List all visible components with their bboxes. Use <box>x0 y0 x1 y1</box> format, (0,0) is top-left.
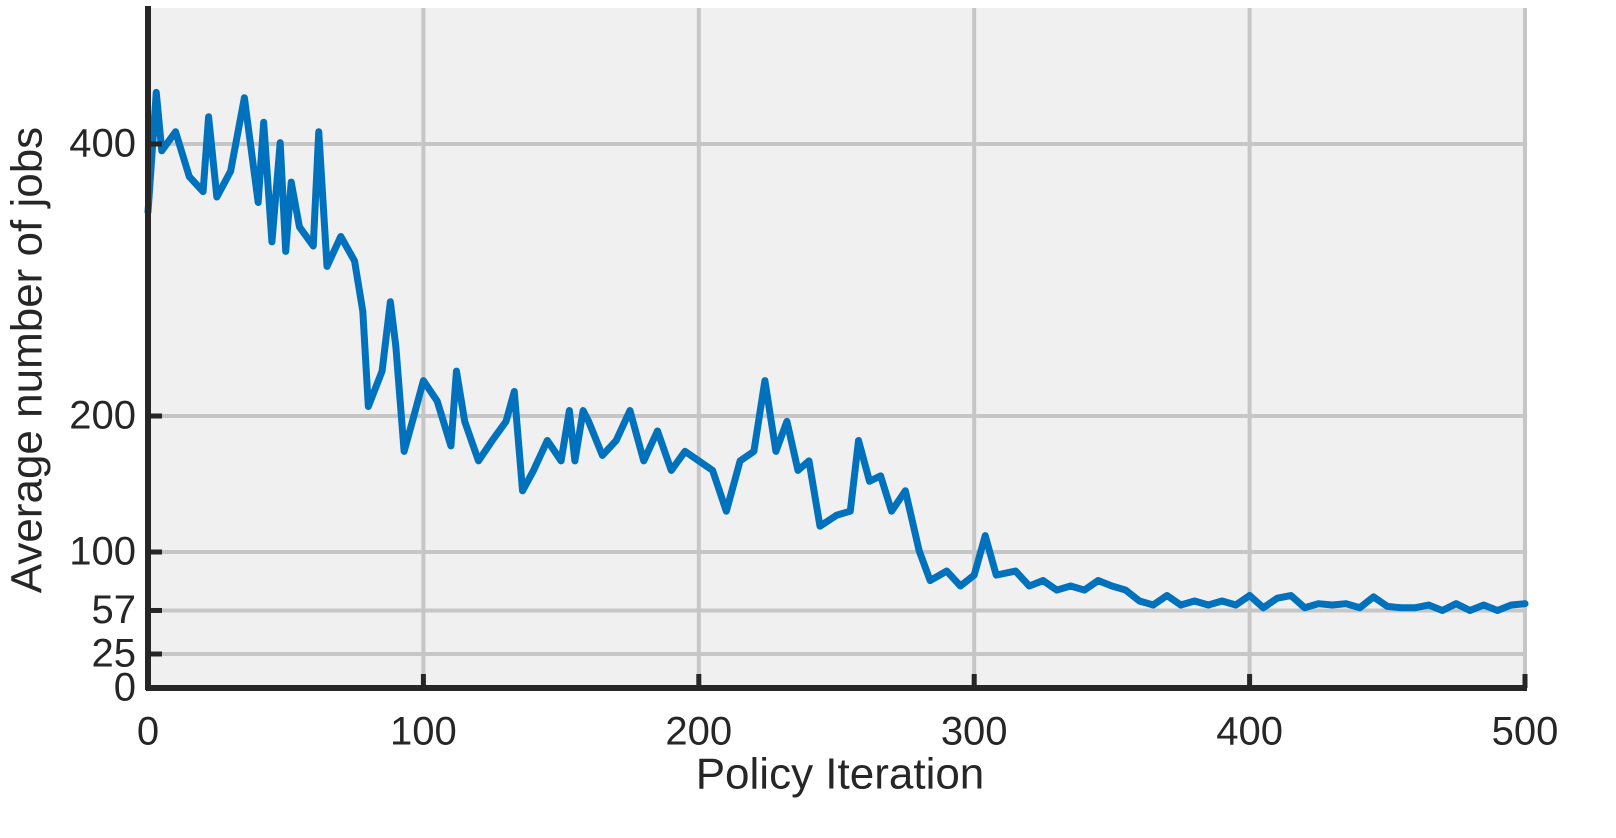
x-tick-label: 100 <box>390 710 457 754</box>
x-tick-label: 300 <box>941 710 1008 754</box>
y-tick-label: 0 <box>114 666 136 710</box>
x-tick-label: 200 <box>665 710 732 754</box>
y-tick-label: 57 <box>92 588 137 632</box>
lines <box>144 88 1529 614</box>
grid <box>146 8 1527 690</box>
y-tick-label: 100 <box>69 530 136 574</box>
x-tick-label: 500 <box>1492 710 1559 754</box>
x-axis-label: Policy Iteration <box>696 750 985 799</box>
plot-area <box>148 8 1525 688</box>
x-tick-label: 0 <box>137 710 159 754</box>
y-tick-label: 400 <box>69 122 136 166</box>
x-tick-label: 400 <box>1216 710 1283 754</box>
data-line <box>144 88 1529 614</box>
y-axis-label: Average number of jobs <box>3 127 52 593</box>
y-tick-label: 25 <box>92 632 137 676</box>
y-tick-label: 200 <box>69 394 136 438</box>
